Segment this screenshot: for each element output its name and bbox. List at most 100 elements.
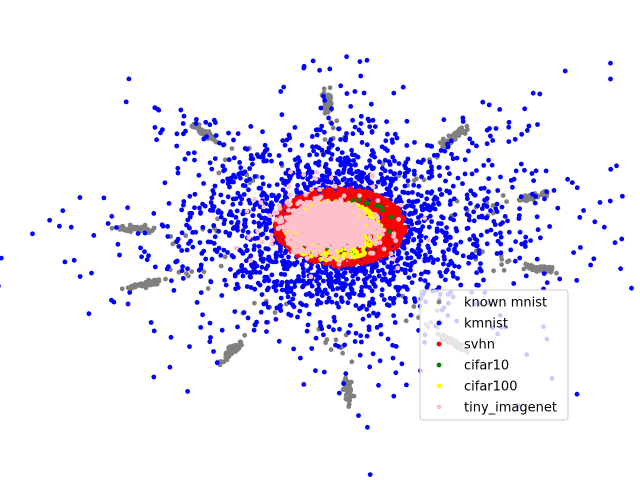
point-kmnist xyxy=(144,257,150,263)
point-kmnist xyxy=(222,217,228,223)
point-kmnist xyxy=(383,191,388,197)
point-kmnist xyxy=(442,148,448,154)
point-kmnist xyxy=(233,196,239,202)
point-kmnist xyxy=(469,140,475,146)
point-kmnist xyxy=(216,208,222,214)
point-kmnist xyxy=(282,272,288,277)
point-kmnist xyxy=(252,286,258,292)
point-kmnist xyxy=(236,171,242,177)
point-known-mnist xyxy=(322,137,328,143)
point-kmnist xyxy=(516,216,522,222)
point-kmnist xyxy=(389,260,395,265)
point-kmnist xyxy=(483,215,489,221)
point-kmnist xyxy=(239,196,245,202)
point-known-mnist xyxy=(528,196,534,202)
point-kmnist xyxy=(274,283,279,288)
point-tiny-imagenet xyxy=(258,200,264,205)
point-kmnist xyxy=(439,228,444,234)
point-kmnist xyxy=(187,211,193,216)
point-kmnist xyxy=(476,251,482,256)
point-kmnist xyxy=(199,251,205,256)
point-kmnist xyxy=(471,241,476,247)
point-known-mnist xyxy=(154,281,160,287)
point-kmnist xyxy=(529,171,535,176)
point-kmnist xyxy=(478,232,484,238)
point-kmnist xyxy=(227,184,232,190)
point-kmnist xyxy=(190,244,196,250)
point-kmnist xyxy=(261,301,267,307)
point-cifar10 xyxy=(378,204,384,209)
point-known-mnist xyxy=(151,277,157,283)
point-kmnist xyxy=(174,131,180,137)
point-kmnist xyxy=(364,142,370,148)
point-kmnist xyxy=(278,295,284,301)
point-kmnist xyxy=(396,292,401,298)
point-kmnist xyxy=(403,299,408,305)
point-kmnist xyxy=(493,231,498,237)
point-kmnist xyxy=(425,206,430,212)
point-known-mnist xyxy=(452,135,458,141)
point-kmnist xyxy=(405,287,410,292)
point-kmnist xyxy=(359,284,365,290)
point-kmnist xyxy=(489,162,495,168)
point-kmnist xyxy=(396,249,402,255)
point-kmnist xyxy=(417,230,422,235)
point-kmnist xyxy=(408,210,413,216)
point-svhn xyxy=(382,218,387,223)
point-kmnist xyxy=(349,171,355,177)
point-kmnist xyxy=(393,186,399,192)
point-kmnist xyxy=(111,299,117,305)
point-kmnist xyxy=(402,183,408,189)
point-kmnist xyxy=(316,162,322,168)
point-svhn xyxy=(352,261,357,267)
point-kmnist xyxy=(286,132,292,138)
point-kmnist xyxy=(339,285,344,291)
point-kmnist xyxy=(431,201,436,207)
point-kmnist xyxy=(77,274,83,279)
point-kmnist xyxy=(511,281,517,286)
point-kmnist xyxy=(368,101,374,107)
point-kmnist xyxy=(432,206,438,212)
point-kmnist xyxy=(488,208,493,214)
point-svhn xyxy=(278,210,284,216)
point-kmnist xyxy=(444,230,449,236)
point-kmnist xyxy=(382,271,387,277)
point-kmnist xyxy=(283,265,289,271)
point-kmnist xyxy=(310,144,315,150)
point-kmnist xyxy=(252,202,258,208)
point-kmnist xyxy=(297,278,303,284)
point-kmnist xyxy=(601,224,607,230)
point-kmnist xyxy=(248,253,254,259)
point-kmnist xyxy=(439,214,444,220)
point-kmnist xyxy=(488,133,493,139)
point-kmnist xyxy=(612,240,618,246)
point-svhn xyxy=(384,250,389,256)
point-known-mnist xyxy=(328,347,334,352)
point-kmnist xyxy=(385,264,391,270)
point-svhn xyxy=(392,218,397,223)
point-kmnist xyxy=(450,156,456,162)
point-kmnist xyxy=(320,182,326,188)
point-kmnist xyxy=(471,209,476,215)
point-kmnist xyxy=(505,218,510,224)
point-kmnist xyxy=(135,231,141,237)
point-kmnist xyxy=(232,272,238,277)
point-known-mnist xyxy=(491,268,496,274)
point-kmnist xyxy=(219,327,225,333)
point-kmnist xyxy=(479,214,485,220)
point-kmnist xyxy=(252,243,257,249)
point-kmnist xyxy=(282,178,288,184)
point-kmnist xyxy=(367,472,373,477)
point-kmnist xyxy=(537,91,543,97)
point-kmnist xyxy=(356,413,361,418)
point-kmnist xyxy=(339,150,345,156)
point-kmnist xyxy=(349,152,355,158)
point-kmnist xyxy=(402,270,408,276)
point-kmnist xyxy=(193,121,199,126)
point-kmnist xyxy=(151,211,157,216)
point-kmnist xyxy=(251,327,257,333)
point-kmnist xyxy=(313,368,318,374)
point-kmnist xyxy=(326,298,331,304)
point-kmnist xyxy=(387,282,392,287)
point-kmnist xyxy=(392,171,398,177)
